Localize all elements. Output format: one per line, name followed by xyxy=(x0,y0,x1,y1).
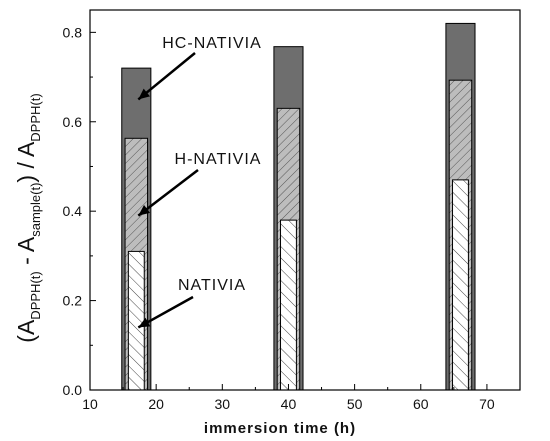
x-tick-label: 70 xyxy=(479,396,495,412)
y-title-part-2: - A xyxy=(13,236,39,271)
y-title-part-1: (A xyxy=(13,319,39,343)
y-tick-label: 0.8 xyxy=(63,24,83,40)
y-title-sub-2: sample(t) xyxy=(28,183,43,237)
x-tick-label: 20 xyxy=(148,396,164,412)
y-tick-label: 0.6 xyxy=(63,114,83,130)
annotation-nativia: NATIVIA xyxy=(178,277,246,294)
bar-nativia-3 xyxy=(452,179,469,391)
annotation-hc-nativia: HC-NATIVIA xyxy=(162,35,261,52)
x-axis-title: immersion time (h) xyxy=(204,420,356,437)
annotation-arrow-line xyxy=(137,169,199,217)
y-tick-label: 0.0 xyxy=(63,382,83,398)
plot-frame xyxy=(89,9,521,391)
x-tick-label: 10 xyxy=(82,396,98,412)
annotation-arrow-head xyxy=(138,317,151,328)
x-ticks: 10 20 30 40 50 60 70 xyxy=(82,384,521,412)
x-tick-label: 30 xyxy=(215,396,231,412)
x-tick-label: 40 xyxy=(281,396,297,412)
annotation-arrow-head xyxy=(138,204,151,216)
x-tick-label: 50 xyxy=(347,396,363,412)
bar-nativia-1 xyxy=(127,250,145,391)
x-tick-label: 60 xyxy=(413,396,429,412)
annotation-labels: HC-NATIVIA H-NATIVIA NATIVIA xyxy=(162,35,262,294)
y-title-part-3: ) / A xyxy=(13,141,39,183)
bars-layer xyxy=(121,22,476,391)
y-tick-label: 0.2 xyxy=(63,293,83,309)
annotation-arrows xyxy=(137,52,199,329)
annotation-arrow-line xyxy=(137,52,196,101)
y-tick-label: 0.4 xyxy=(63,203,83,219)
bar-nativia-2 xyxy=(280,219,297,391)
y-axis-title: (ADPPH(t) - Asample(t)) / ADPPH(t) xyxy=(13,93,43,342)
annotation-h-nativia: H-NATIVIA xyxy=(175,151,262,168)
y-title-sub-1: DPPH(t) xyxy=(28,271,43,319)
y-title-sub-3: DPPH(t) xyxy=(28,93,43,141)
annotation-arrow-head xyxy=(138,88,150,100)
y-ticks: 0.0 0.2 0.4 0.6 0.8 xyxy=(63,24,96,398)
